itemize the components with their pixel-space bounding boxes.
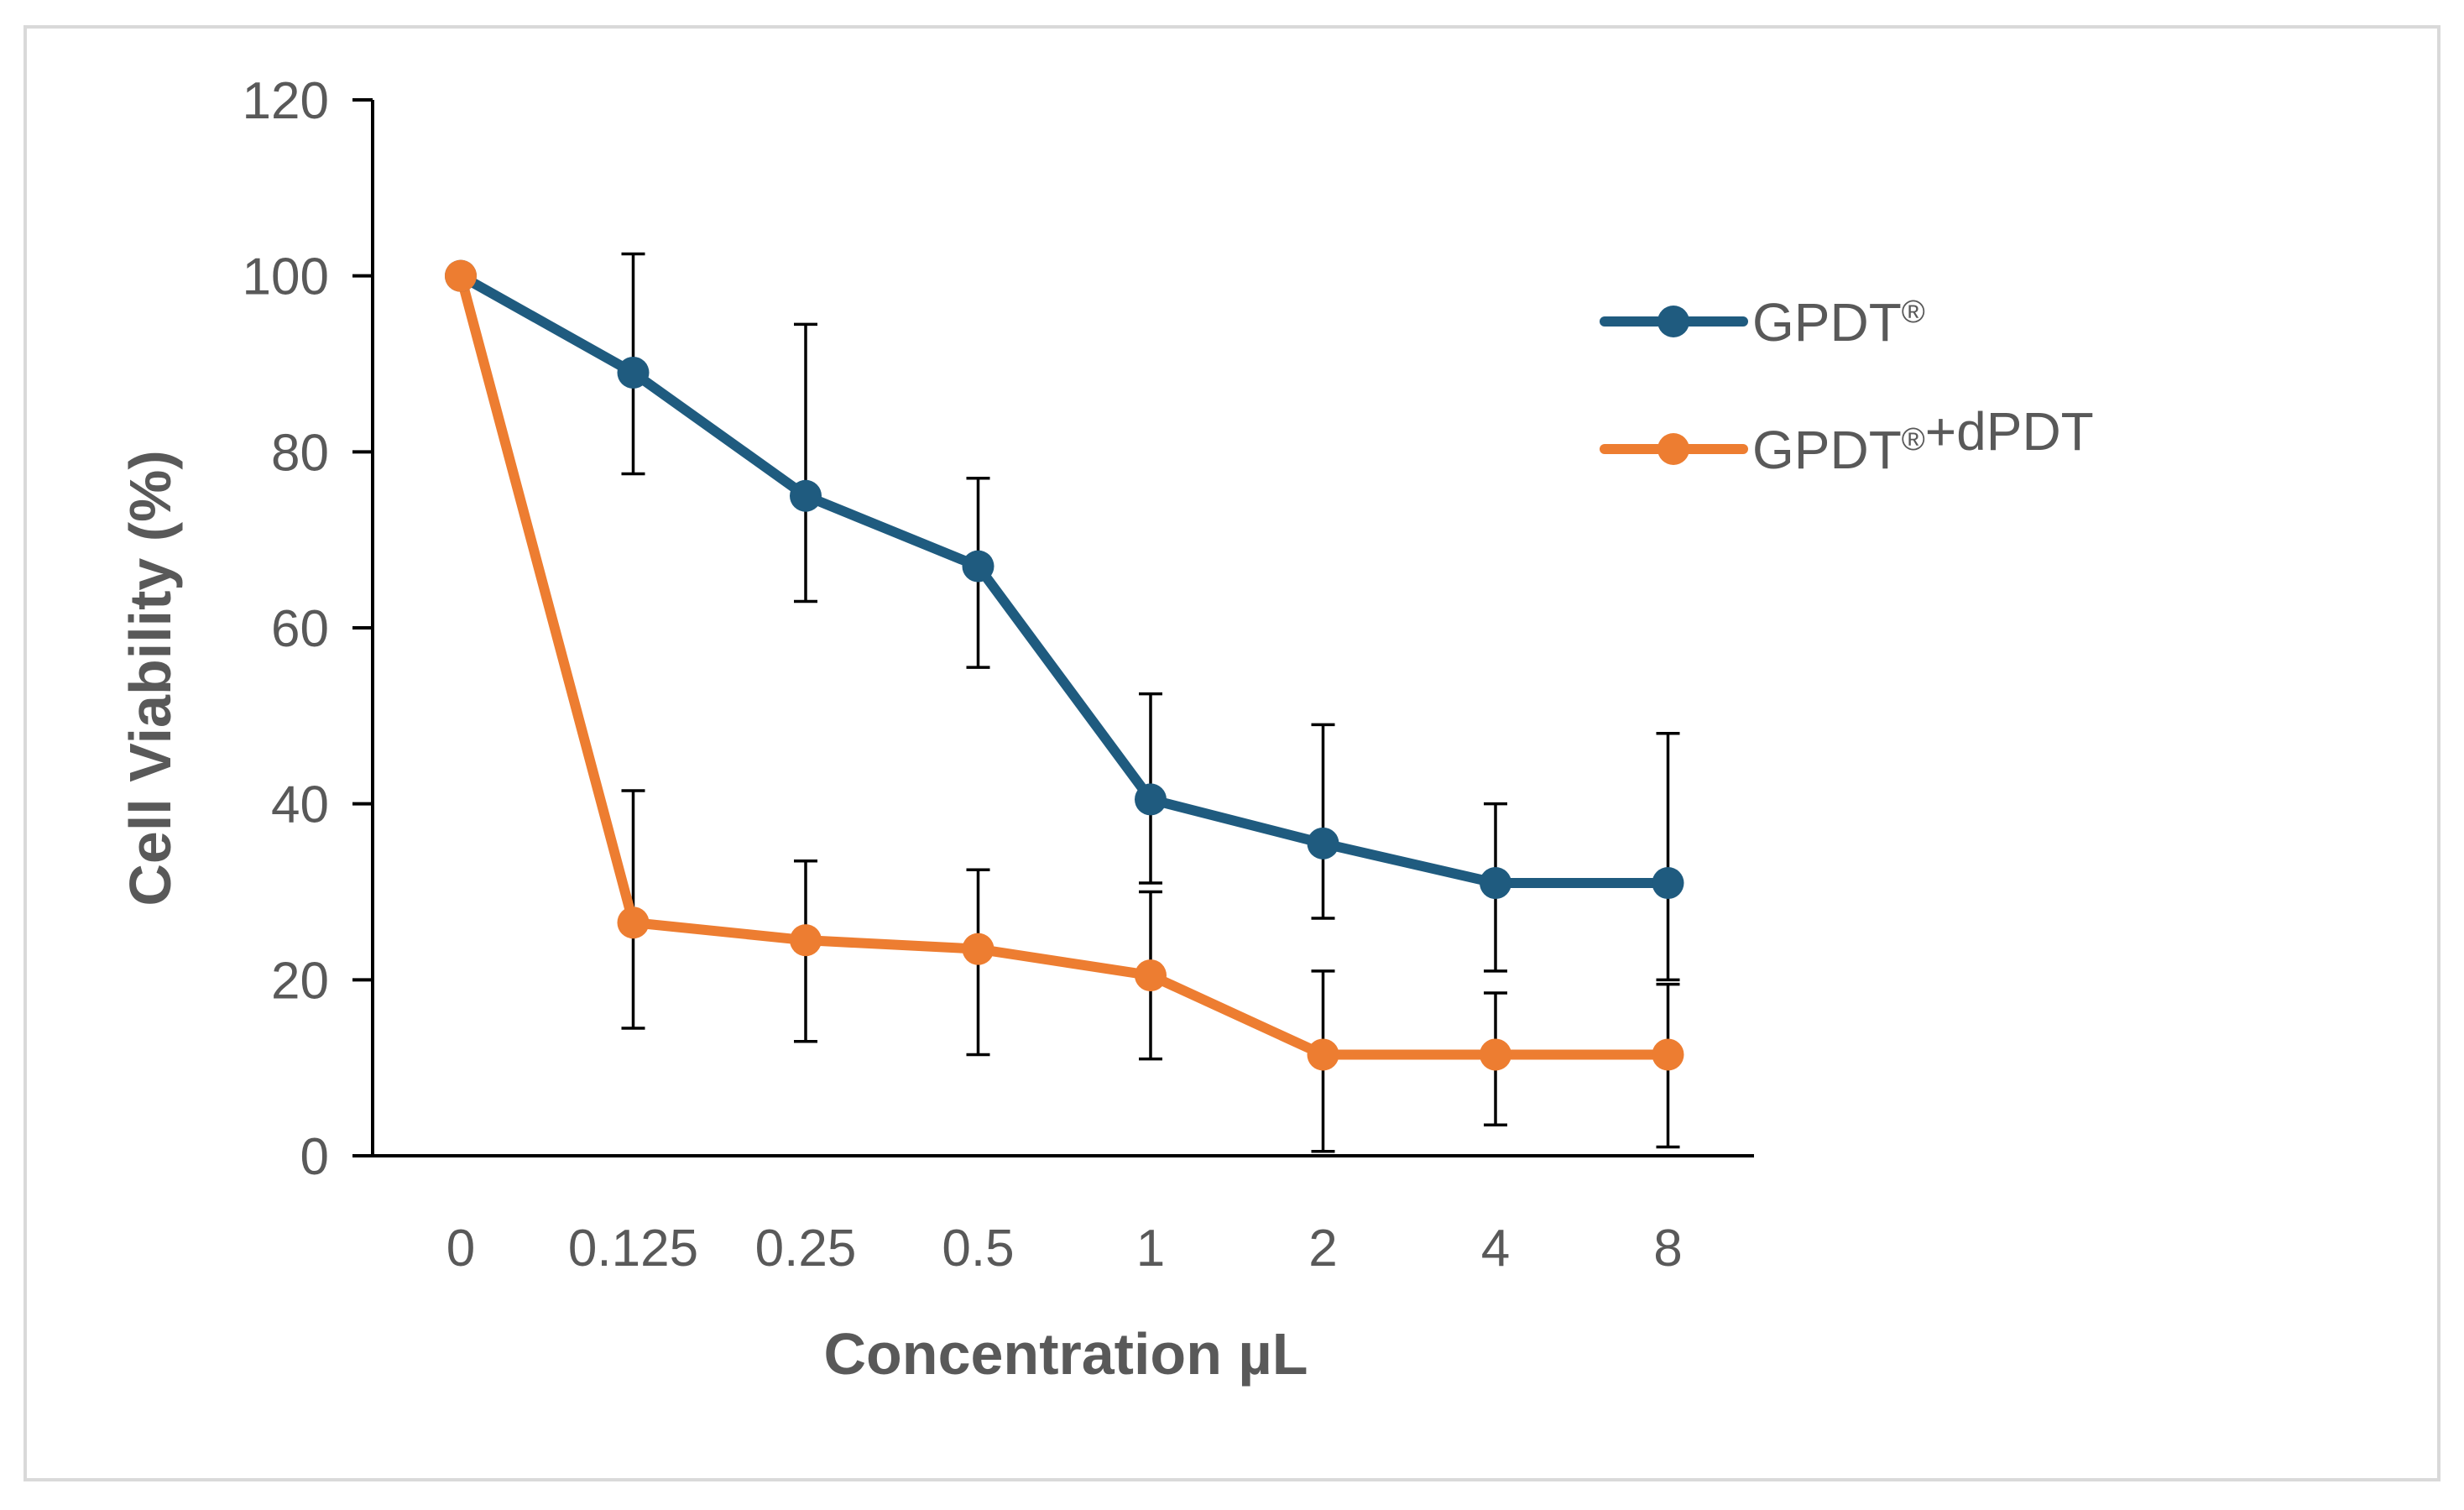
data-point <box>1652 867 1684 900</box>
legend: GPDT® GPDT®+dPDT <box>1600 292 2094 480</box>
x-tick-label: 0.25 <box>755 1220 857 1277</box>
y-tick-label: 20 <box>271 952 329 1010</box>
x-tick-label: 1 <box>1136 1220 1165 1277</box>
x-tick-label: 0.5 <box>942 1220 1014 1277</box>
y-tick-label: 60 <box>271 600 329 658</box>
x-axis-title: Concentration µL <box>824 1321 1308 1387</box>
data-point <box>1307 1038 1339 1071</box>
error-bar <box>794 322 817 603</box>
data-point <box>617 907 650 939</box>
y-tick-label: 40 <box>271 776 329 834</box>
data-point <box>790 479 822 512</box>
legend-entry-0: GPDT® <box>1600 292 1925 353</box>
data-point <box>1480 867 1511 900</box>
chart-frame <box>23 25 2441 1481</box>
y-tick-label: 0 <box>300 1128 329 1186</box>
series-points <box>445 259 1684 1071</box>
x-tick-label: 8 <box>1653 1220 1682 1277</box>
x-tick-label: 0.125 <box>568 1220 698 1277</box>
x-tick-label: 4 <box>1481 1220 1510 1277</box>
series-line-1 <box>456 270 1673 1060</box>
data-point <box>790 924 822 957</box>
data-point <box>1135 959 1167 992</box>
y-tick-label: 120 <box>243 72 329 130</box>
series-lines <box>456 270 1673 1060</box>
data-point <box>617 356 650 389</box>
legend-swatch-marker <box>1657 433 1689 465</box>
axes-layer: 0 20 40 60 80 100 120 0 0.125 0.25 0.5 1 2 4 8 Concentr… <box>117 72 1754 1387</box>
data-point <box>962 550 994 583</box>
y-tick-label: 100 <box>243 248 329 306</box>
error-bar <box>1656 732 1680 982</box>
legend-label: GPDT®+dPDT <box>1752 401 2094 480</box>
data-point <box>1135 783 1167 816</box>
data-point <box>445 259 477 292</box>
error-bars <box>621 252 1680 1153</box>
data-point <box>1307 827 1339 859</box>
data-point <box>962 933 994 965</box>
data-point <box>1480 1038 1511 1071</box>
data-point <box>1652 1038 1684 1071</box>
x-tick-label: 0 <box>446 1220 475 1277</box>
legend-label: GPDT® <box>1752 292 1925 353</box>
legend-swatch-marker <box>1657 306 1689 337</box>
x-tick-label: 2 <box>1308 1220 1337 1277</box>
series-line-0 <box>456 270 1673 889</box>
legend-entry-1: GPDT®+dPDT <box>1600 401 2094 480</box>
y-tick-label: 80 <box>271 424 329 482</box>
error-bar <box>1311 723 1335 920</box>
y-axis-title: Cell Viability (%) <box>117 450 183 906</box>
